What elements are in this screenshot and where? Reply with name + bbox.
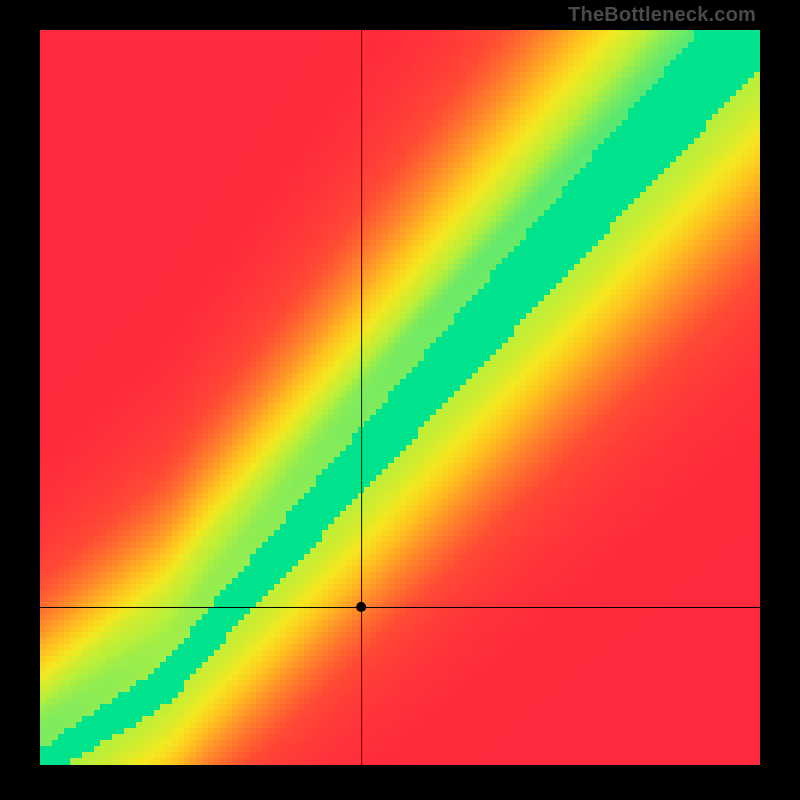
watermark-text: TheBottleneck.com — [568, 4, 756, 27]
heatmap-plot — [40, 30, 760, 765]
heatmap-canvas — [40, 30, 760, 765]
chart-frame: TheBottleneck.com — [0, 0, 800, 800]
